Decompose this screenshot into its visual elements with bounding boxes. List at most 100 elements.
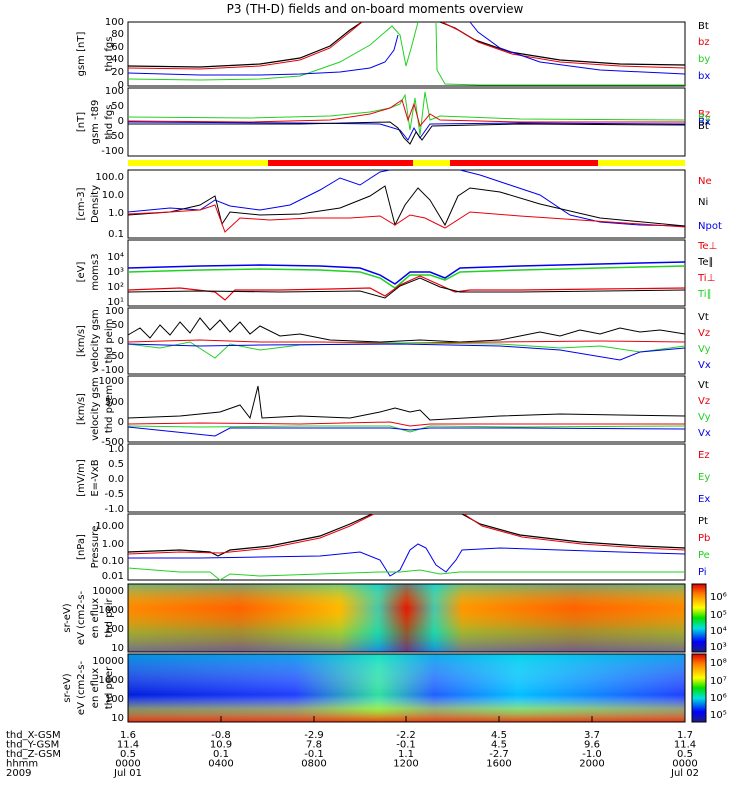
legend-density-ni: Ni <box>698 197 708 208</box>
time-axis-value: 9.6 <box>584 740 600 751</box>
time-axis-value: Jul 01 <box>113 768 142 779</box>
fgs-ylabel-text: thd <box>104 55 115 72</box>
peer-colorbar <box>691 653 707 723</box>
time-axis-value: 10.9 <box>210 740 232 751</box>
svg-text:thd peem: thd peem <box>104 385 115 433</box>
pressure-ytick: 0.10 <box>102 556 124 567</box>
efield-ylabel: E=-VxB <box>90 459 101 496</box>
density-ytick: 10.0 <box>102 190 124 201</box>
fgs-series-bz <box>127 21 686 70</box>
time-axis-value: 11.4 <box>117 740 139 751</box>
pressure-ylabel: Pressure <box>90 526 101 569</box>
panel-temperature: moms3 [eV] 10⁴ 10³ 10² 10¹ Te⊥ Te∥ Ti⊥ T… <box>76 239 717 308</box>
peer-colorbar-tick: 10⁶ <box>710 693 727 704</box>
time-axis-value: 0800 <box>301 759 326 770</box>
peem-ytick: 500 <box>105 397 124 408</box>
peer-ytick: 1000 <box>99 675 124 686</box>
time-axis-value: -2.9 <box>304 730 324 741</box>
fgs-series-bx <box>127 21 686 76</box>
fgs-dt-series-bt <box>128 121 686 145</box>
fgs-dt-ytick: 0 <box>118 116 124 127</box>
panel-fgs: thd fgs gsm [nT] 100 80 60 40 20 0 Bt bz… <box>76 17 710 91</box>
legend-efield-ez: Ez <box>698 450 710 461</box>
legend-fgs-dt-bz: Bz <box>698 109 710 120</box>
panel-pressure: Pressure [nPa] 10.00 1.00 0.10 0.01 Pt P… <box>76 513 710 582</box>
time-axis-value: 1200 <box>393 759 418 770</box>
temperature-ytick: 10¹ <box>107 297 124 308</box>
legend-temperature-ti-perp: Ti⊥ <box>697 273 715 284</box>
peim-ytick: 50 <box>111 320 124 331</box>
temperature-ytick: 10⁴ <box>107 252 124 263</box>
time-axis-value: 0.1 <box>213 749 229 760</box>
time-axis-value: -0.1 <box>304 749 324 760</box>
fgs-ytick: 20 <box>111 67 124 78</box>
fgs-dt-ytick: 50 <box>111 101 124 112</box>
time-axis-value: 4.5 <box>491 730 507 741</box>
peim-series-vz <box>127 339 686 344</box>
time-axis-value: 1.7 <box>677 730 693 741</box>
svg-text:thd fgs: thd fgs <box>104 105 115 140</box>
mode-bar <box>128 160 685 166</box>
legend-peem-vx: Vx <box>698 428 711 439</box>
peer-ytick: 10 <box>111 713 124 724</box>
legend-fgs-dt-by: By <box>698 113 711 124</box>
panel-peir-spectrogram: thd peir en eflux eV (cm2-s- sr-eV) 1000… <box>62 583 727 654</box>
svg-text:[cm-3]: [cm-3] <box>76 187 87 220</box>
legend-pressure-pb: Pb <box>698 533 710 544</box>
fgs-dt-series-by <box>127 91 686 136</box>
legend-peem-vy: Vy <box>698 412 711 423</box>
svg-text:thd peir: thd peir <box>104 598 115 638</box>
peir-ytick: 100 <box>105 624 124 635</box>
time-axis-value: 1.1 <box>398 749 414 760</box>
time-axis-row-label: thd_Z-GSM <box>6 749 61 760</box>
legend-peim-vy: Vy <box>698 344 711 355</box>
time-axis-value: -2.7 <box>489 749 509 760</box>
peem-ytick: 0 <box>118 417 124 428</box>
svg-text:eV (cm2-s-: eV (cm2-s- <box>76 661 87 716</box>
time-axis-row-label: thd_X-GSM <box>6 730 61 741</box>
peem-series-vy <box>127 425 686 433</box>
legend-fgs-dt-bt: Bt <box>698 121 709 132</box>
legend-pressure-pi: Pi <box>698 567 707 578</box>
temperature-series-ti-perp <box>127 277 686 299</box>
peim-ylabel: thd <box>104 347 115 364</box>
peim-series-vt <box>127 317 686 343</box>
time-axis-value: -1.0 <box>582 749 602 760</box>
fgs-ylabel: thd fgs gsm [nT] <box>76 32 115 77</box>
temperature-ytick: 10³ <box>107 267 124 278</box>
legend-efield-ex: Ex <box>698 494 710 505</box>
legend-pressure-pt: Pt <box>698 516 708 527</box>
peir-ytick: 10000 <box>92 586 124 597</box>
time-axis-value: 2000 <box>579 759 604 770</box>
peir-colorbar-tick: 10⁵ <box>710 610 727 621</box>
peim-ytick: 0 <box>118 336 124 347</box>
peer-colorbar-tick: 10⁸ <box>710 658 727 669</box>
svg-text:gsm -t89: gsm -t89 <box>90 100 101 145</box>
peir-colorbar-tick: 10⁴ <box>710 626 727 637</box>
peim-ytick: -50 <box>108 351 124 362</box>
peim-ytick: -100 <box>101 365 124 376</box>
svg-text:[nT]: [nT] <box>76 112 87 132</box>
panel-density: Density [cm-3] 100.0 10.0 1.0 0.1 Ne Ni … <box>76 169 722 240</box>
peir-ytick: 1000 <box>99 605 124 616</box>
legend-temperature-ti-par: Ti∥ <box>697 289 712 300</box>
efield-ytick: -1.0 <box>104 504 124 515</box>
fgs-dt-ytick: -50 <box>108 131 124 142</box>
legend-peem-vt: Vt <box>698 380 709 391</box>
time-axis-row-label: 2009 <box>6 768 31 779</box>
legend-efield-ey: Ey <box>698 472 710 483</box>
panel-efield: E=-VxB [mV/m] 1.0 0.5 0.0 -0.5 -1.0 Ez E… <box>76 443 710 515</box>
time-axis-value: 3.7 <box>584 730 600 741</box>
peir-colorbar-tick: 10⁶ <box>710 592 727 603</box>
density-ylabel: Density <box>90 185 101 223</box>
svg-text:velocity gsm: velocity gsm <box>90 309 101 373</box>
legend-density-ne: Ne <box>698 176 712 187</box>
peem-series-vt <box>127 385 686 421</box>
legend-temperature-te-par: Te∥ <box>697 257 714 268</box>
pressure-series-pe <box>127 567 685 581</box>
time-axis-value: 0.5 <box>120 749 136 760</box>
peim-series-vx <box>127 343 686 361</box>
time-axis-value: -2.2 <box>396 730 416 741</box>
legend-fgs-bt: Bt <box>698 21 709 32</box>
